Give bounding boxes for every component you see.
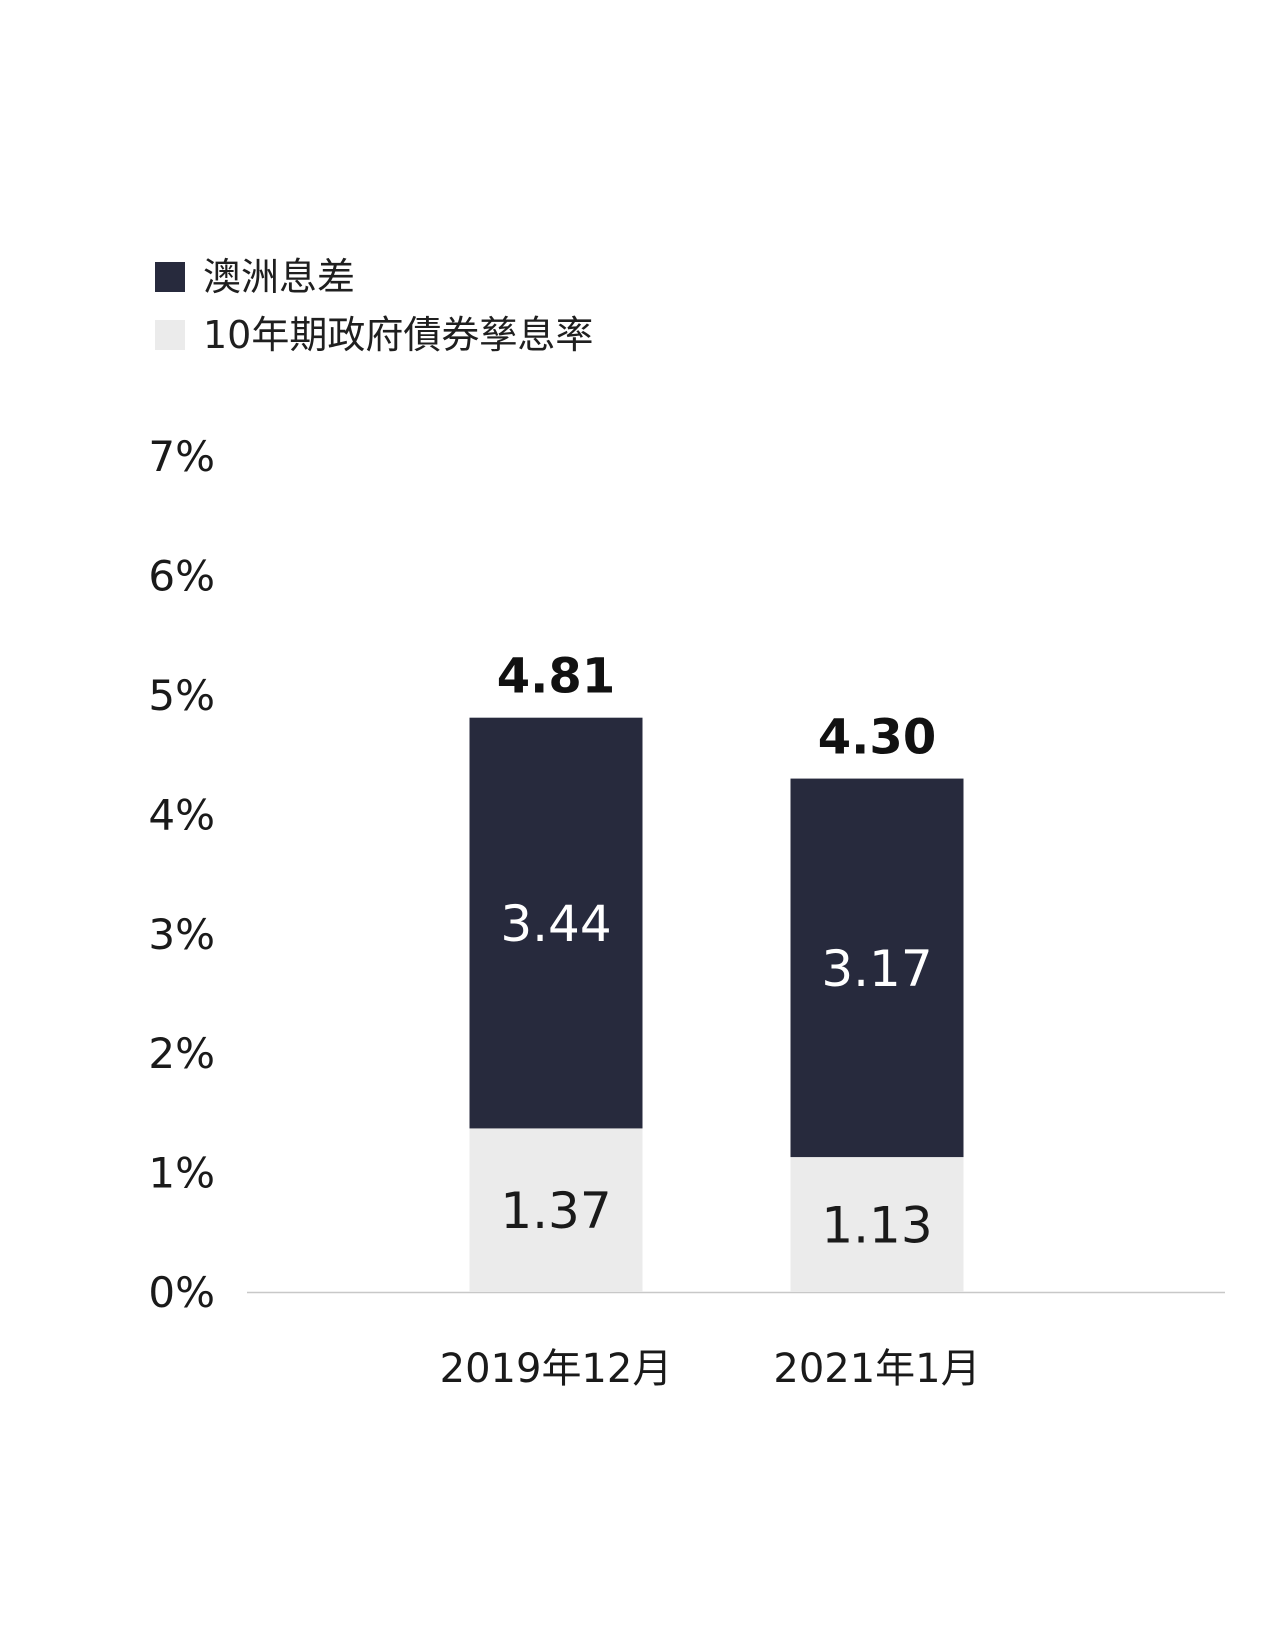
chart-legend: 澳洲息差 10年期政府債券孳息率 [155, 248, 593, 364]
y-tick-label: 0% [148, 1268, 215, 1317]
y-tick-label: 3% [148, 910, 215, 959]
bar-segment [790, 778, 964, 1158]
bar-total-label: 4.81 [497, 649, 615, 705]
bar-total-label: 4.30 [818, 710, 936, 766]
bar-segment-label: 1.37 [500, 1182, 611, 1240]
bar-segment [469, 1128, 643, 1292]
bar-segment-label: 3.44 [500, 895, 611, 953]
bar-segment [469, 717, 643, 1129]
y-tick-label: 2% [148, 1029, 215, 1078]
x-tick-label: 2021年1月 [773, 1346, 980, 1392]
legend-label-bond-yield: 10年期政府債券孳息率 [203, 313, 594, 357]
legend-item-bond-yield: 10年期政府債券孳息率 [155, 306, 593, 364]
legend-swatch-spread [155, 262, 185, 292]
legend-item-spread: 澳洲息差 [155, 248, 593, 306]
y-tick-label: 7% [148, 432, 215, 481]
y-tick-label: 4% [148, 790, 215, 839]
bar-segment-label: 3.17 [821, 940, 932, 998]
bar-segment [790, 1157, 964, 1292]
x-tick-label: 2019年12月 [440, 1346, 673, 1392]
legend-swatch-bond-yield [155, 320, 185, 350]
y-tick-label: 5% [148, 671, 215, 720]
legend-label-spread: 澳洲息差 [203, 255, 356, 299]
y-tick-label: 1% [148, 1149, 215, 1198]
bar-segment-label: 1.13 [821, 1197, 932, 1255]
y-tick-label: 6% [148, 552, 215, 601]
